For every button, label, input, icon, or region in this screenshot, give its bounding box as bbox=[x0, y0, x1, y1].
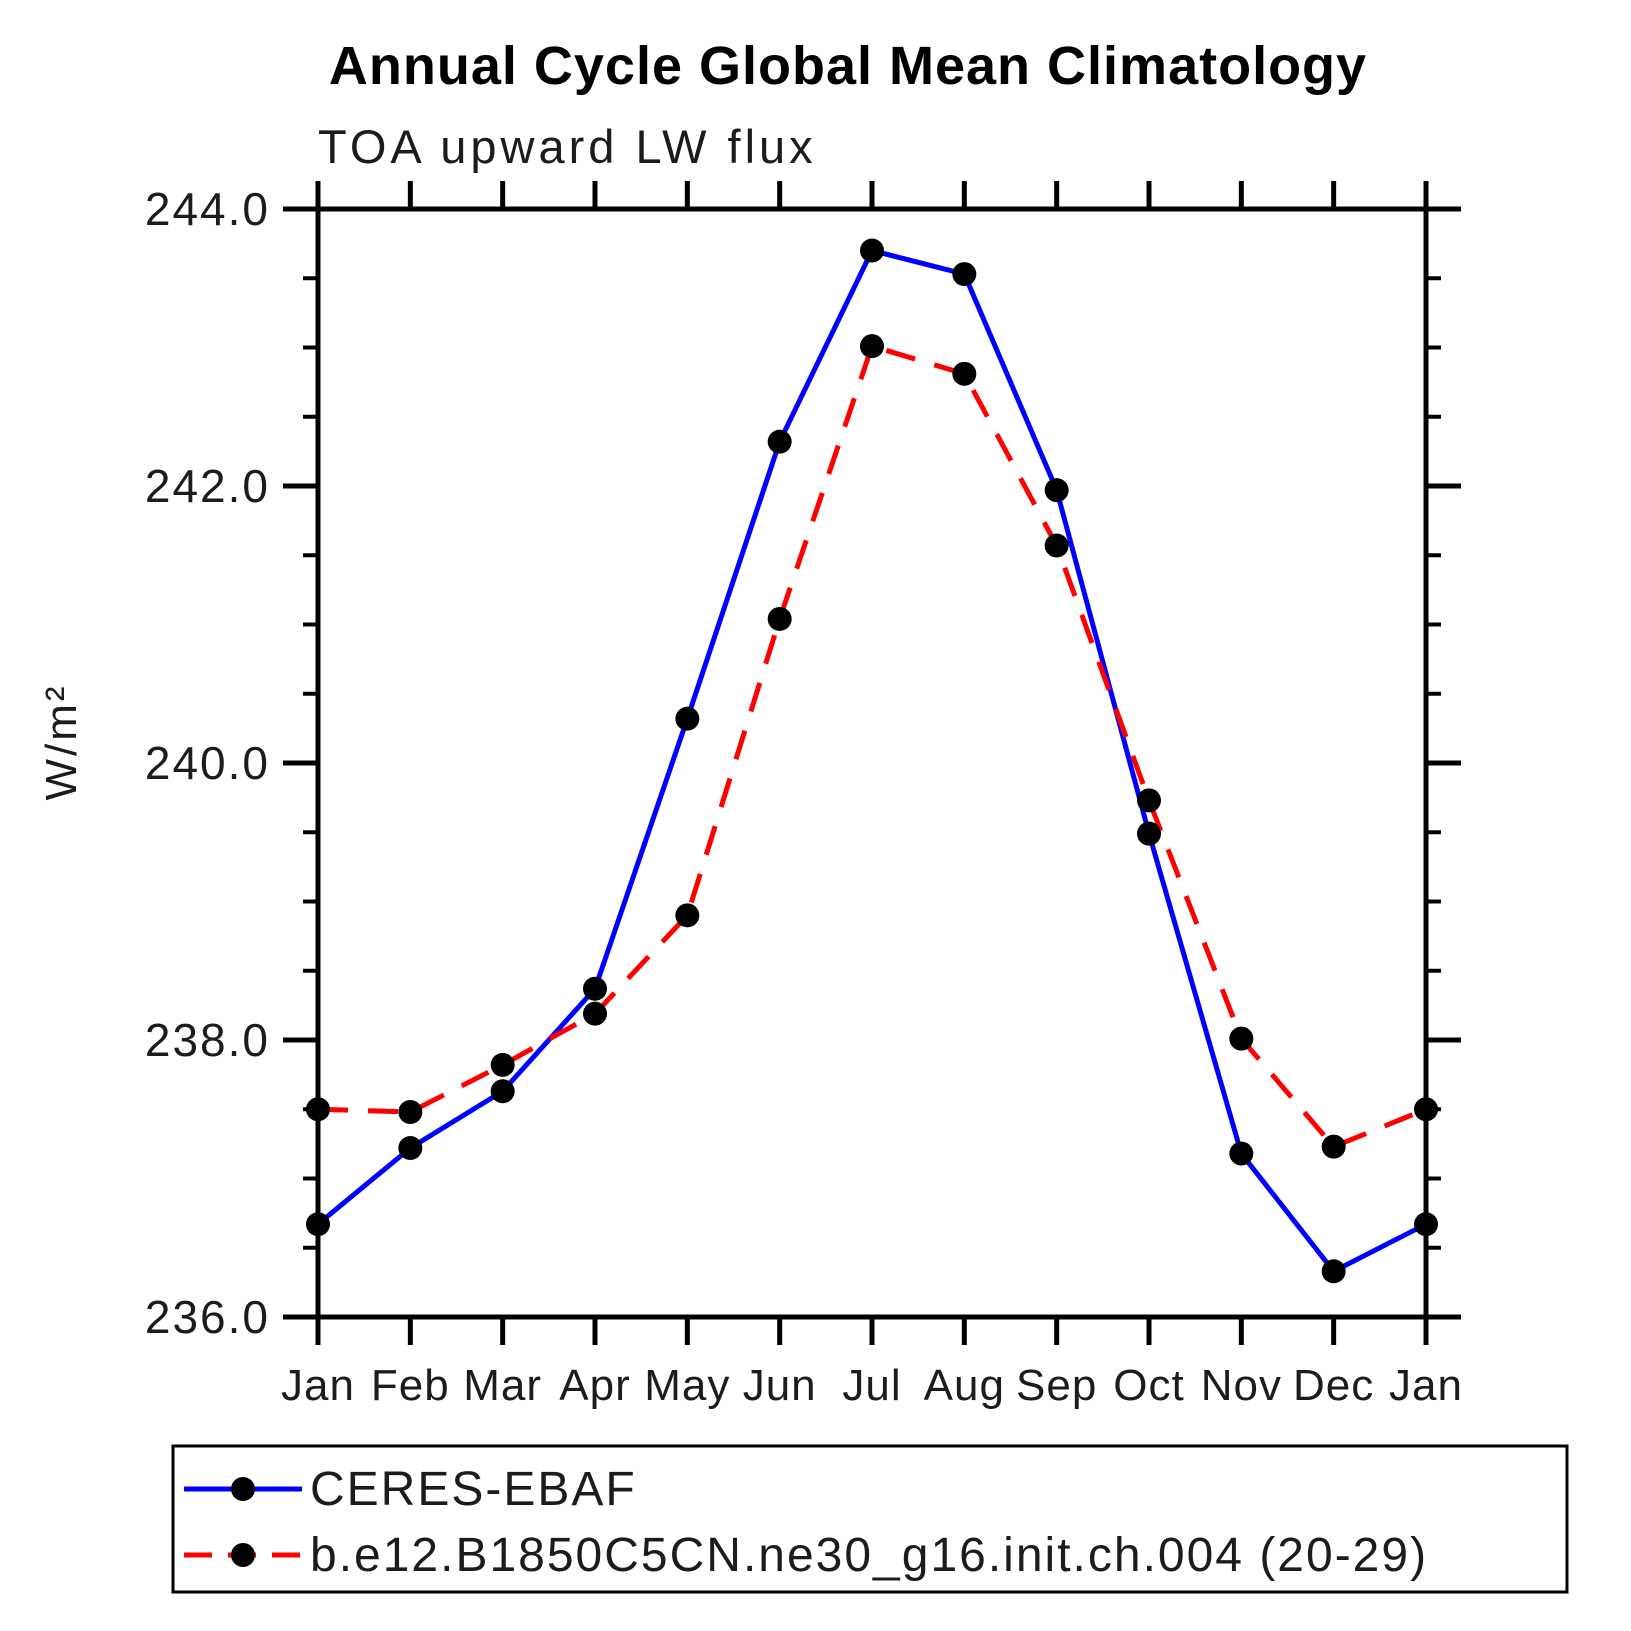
chart-subtitle: TOA upward LW flux bbox=[318, 120, 817, 173]
data-point-0 bbox=[952, 262, 977, 287]
x-tick-label: Sep bbox=[1016, 1361, 1097, 1410]
data-point-0 bbox=[1321, 1259, 1346, 1284]
legend: CERES-EBAF b.e12.B1850C5CN.ne30_g16.init… bbox=[171, 1444, 1569, 1594]
data-point-1 bbox=[583, 1001, 607, 1026]
x-tick-label: Mar bbox=[463, 1361, 542, 1410]
x-tick-label: Feb bbox=[371, 1361, 450, 1410]
series-line-0 bbox=[316, 248, 1428, 1274]
x-tick-label: Jan bbox=[1389, 1361, 1463, 1410]
y-tick-label: 238.0 bbox=[145, 1014, 270, 1066]
series-lines bbox=[306, 238, 1438, 1284]
data-point-1 bbox=[490, 1052, 515, 1077]
y-tick-label: 236.0 bbox=[145, 1291, 270, 1343]
y-tick-label: 242.0 bbox=[145, 460, 270, 512]
data-point-1 bbox=[952, 361, 977, 386]
chart-title: Annual Cycle Global Mean Climatology bbox=[329, 36, 1367, 96]
data-point-1 bbox=[675, 903, 700, 928]
data-point-1 bbox=[398, 1100, 423, 1125]
data-point-1 bbox=[767, 606, 792, 631]
data-point-0 bbox=[1137, 821, 1161, 846]
x-tick-label: Oct bbox=[1113, 1361, 1184, 1410]
plot-frame bbox=[315, 206, 1429, 1320]
data-point-0 bbox=[1414, 1212, 1438, 1237]
data-point-0 bbox=[1044, 478, 1069, 503]
y-tick-label: 240.0 bbox=[145, 737, 270, 789]
plot-axes: 236.0 238.0 240.0 242.0 244.0 Jan Feb Mar Apr May… bbox=[145, 181, 1463, 1410]
data-point-1 bbox=[860, 334, 884, 359]
data-point-0 bbox=[860, 238, 884, 263]
x-tick-label: Dec bbox=[1293, 1361, 1374, 1410]
data-point-1 bbox=[306, 1097, 330, 1122]
x-tick-label: Apr bbox=[559, 1361, 630, 1410]
y-axis-label: W/m² bbox=[37, 683, 86, 800]
series-line-1 bbox=[317, 343, 1427, 1150]
data-point-0 bbox=[767, 429, 792, 454]
data-point-0 bbox=[490, 1079, 515, 1104]
legend-label-model: b.e12.B1850C5CN.ne30_g16.init.ch.004 (20… bbox=[310, 1529, 1428, 1582]
data-point-1 bbox=[1321, 1134, 1346, 1159]
legend-label-ceres: CERES-EBAF bbox=[310, 1463, 637, 1516]
data-point-1 bbox=[1044, 533, 1069, 558]
y-tick-label: 244.0 bbox=[145, 183, 270, 235]
data-point-0 bbox=[398, 1136, 423, 1161]
legend-marker-model bbox=[231, 1543, 255, 1567]
x-tick-label: Aug bbox=[924, 1361, 1005, 1410]
x-tick-label: Nov bbox=[1201, 1361, 1282, 1410]
data-point-0 bbox=[675, 706, 700, 731]
data-point-1 bbox=[1414, 1097, 1438, 1122]
x-tick-label: Jul bbox=[842, 1361, 901, 1410]
data-point-1 bbox=[1229, 1026, 1254, 1051]
data-point-0 bbox=[1229, 1141, 1254, 1166]
data-point-0 bbox=[306, 1212, 330, 1237]
x-tick-label: Jan bbox=[281, 1361, 355, 1410]
x-tick-label: May bbox=[644, 1361, 730, 1410]
data-point-1 bbox=[1137, 788, 1161, 813]
legend-marker-ceres bbox=[231, 1477, 255, 1501]
legend-box bbox=[171, 1444, 1569, 1594]
x-tick-label: Jun bbox=[743, 1361, 817, 1410]
data-point-0 bbox=[583, 976, 607, 1001]
